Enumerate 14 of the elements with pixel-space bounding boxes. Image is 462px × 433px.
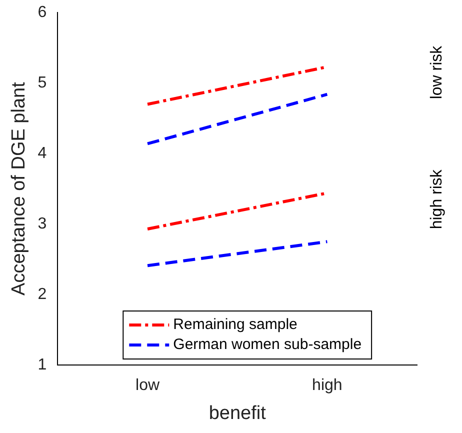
y-tick-label: 4 [38, 144, 47, 162]
text: high risk [428, 168, 446, 230]
y-tick-label: 1 [38, 356, 47, 374]
y-axis-title: Acceptance of DGE plant [8, 81, 30, 296]
x-axis-title: benefit [208, 402, 267, 424]
y-tick-label: 3 [38, 215, 47, 232]
legend-label: Remaining sample [173, 316, 298, 334]
y-tick-label: 6 [38, 4, 47, 22]
x-tick-label: high [312, 377, 342, 394]
y-tick-label: 5 [38, 74, 47, 92]
text: low risk [428, 44, 446, 100]
x-tick-label: low [136, 377, 160, 394]
y-tick-label: 2 [38, 286, 47, 303]
legend-label: German women sub-sample [173, 336, 362, 354]
